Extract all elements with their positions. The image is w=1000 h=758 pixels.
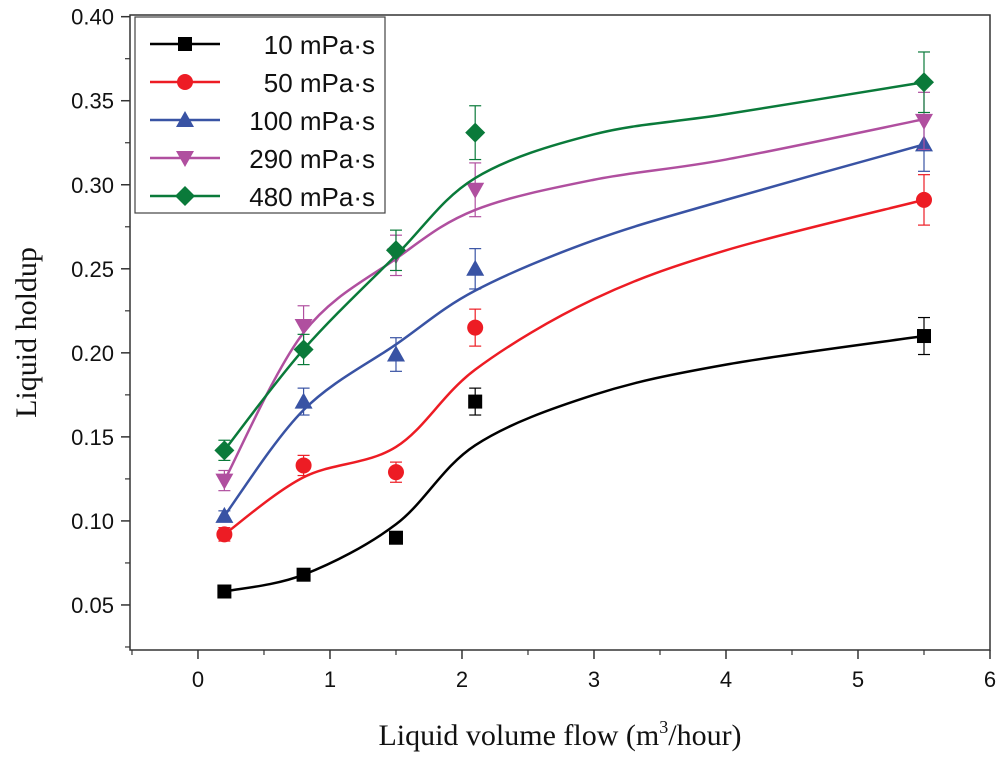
x-tick-label: 0: [192, 667, 204, 692]
legend-marker: [175, 186, 195, 206]
y-tick-label: 0.10: [71, 509, 114, 534]
legend-marker: [178, 37, 192, 51]
x-tick-label: 6: [984, 667, 996, 692]
data-point: [294, 318, 313, 335]
y-tick-label: 0.30: [71, 173, 114, 198]
y-tick-label: 0.15: [71, 425, 114, 450]
data-point: [294, 392, 313, 409]
legend-label: 10 mPa·s: [264, 30, 375, 60]
data-point: [293, 339, 314, 360]
legend: 10 mPa·s 50 mPa·s 100 mPa·s 290 mPa·s 480 mP…: [134, 16, 386, 214]
legend-marker: [177, 74, 193, 90]
series-2: [215, 116, 933, 523]
series-4: [214, 51, 934, 462]
data-point: [914, 113, 933, 130]
data-point: [386, 345, 405, 362]
legend-label: 480 mPa·s: [249, 182, 375, 212]
fit-curve: [223, 198, 925, 536]
y-tick-label: 0.35: [71, 89, 114, 114]
y-tick-label: 0.05: [71, 593, 114, 618]
data-point: [296, 567, 311, 582]
legend-label: 50 mPa·s: [264, 68, 375, 98]
data-point: [465, 122, 486, 143]
data-point: [467, 319, 484, 336]
legend-label: 100 mPa·s: [249, 106, 375, 136]
y-tick-label: 0.25: [71, 257, 114, 282]
x-axis-label: Liquid volume flow (m3/hour): [378, 717, 741, 752]
data-point: [466, 182, 485, 199]
x-tick-label: 4: [720, 667, 732, 692]
data-point: [295, 457, 312, 474]
x-tick-label: 1: [324, 667, 336, 692]
data-point: [216, 526, 233, 543]
data-point: [915, 191, 932, 208]
legend-box: [134, 16, 386, 214]
data-point: [217, 584, 232, 599]
data-point: [385, 240, 406, 261]
data-point: [916, 329, 931, 344]
data-point: [214, 440, 235, 461]
legend-marker: [176, 111, 194, 127]
data-point: [468, 394, 483, 409]
data-point: [387, 464, 404, 481]
plot-frame: [129, 14, 991, 651]
legend-label: 290 mPa·s: [249, 144, 375, 174]
series-0: [217, 316, 931, 599]
y-axis-label: Liquid holdup: [10, 247, 43, 418]
fit-curve: [224, 334, 925, 593]
y-tick-label: 0.40: [71, 5, 114, 30]
series-1: [216, 174, 932, 543]
y-tick-label: 0.20: [71, 341, 114, 366]
x-tick-label: 3: [588, 667, 600, 692]
data-point: [388, 530, 403, 545]
x-tick-label: 5: [852, 667, 864, 692]
data-point: [215, 473, 234, 490]
data-point: [913, 72, 934, 93]
x-tick-label: 2: [456, 667, 468, 692]
data-point: [215, 506, 234, 523]
legend-marker: [176, 151, 194, 167]
data-point: [466, 259, 485, 276]
